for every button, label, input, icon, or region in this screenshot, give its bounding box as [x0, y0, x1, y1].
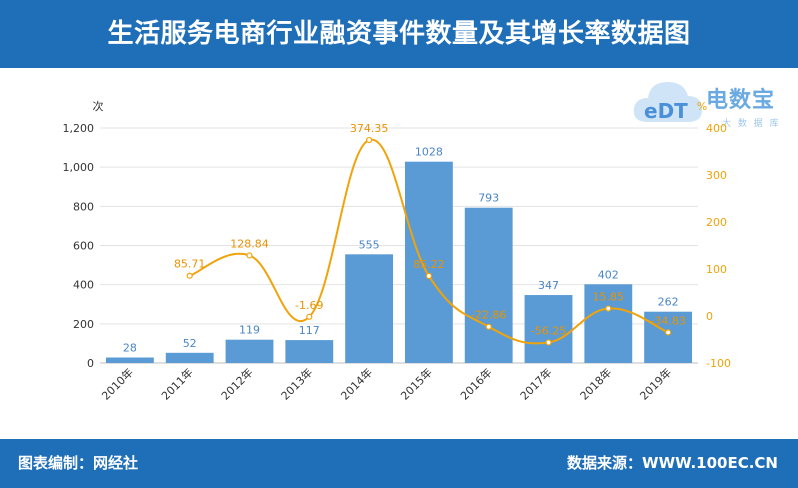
left-axis-tick-label: 800: [73, 200, 94, 213]
x-tick-label: 2019年: [637, 365, 674, 402]
bar: [404, 161, 453, 363]
right-axis-unit: %: [697, 100, 707, 113]
line-value-label: -56.25: [531, 324, 566, 337]
logo-mark: eDT: [644, 99, 688, 123]
left-axis-unit: 次: [93, 99, 104, 113]
logo-subtitle: 大 数 据 库: [722, 119, 781, 129]
line-point: [366, 136, 373, 144]
bar: [345, 254, 394, 363]
right-axis-tick-label: -100: [706, 357, 731, 370]
x-tick-label: 2012年: [218, 365, 255, 402]
bar: [644, 311, 693, 363]
right-axis-tick-label: 200: [706, 216, 727, 229]
left-axis-tick-label: 1,200: [63, 122, 95, 135]
bar: [524, 295, 573, 363]
line-point: [186, 272, 193, 279]
x-tick-label: 2010年: [99, 365, 136, 402]
line-value-label: 374.35: [350, 122, 389, 135]
title-bar: 生活服务电商行业融资事件数量及其增长率数据图: [0, 0, 798, 68]
bar-value-label: 347: [538, 279, 559, 292]
bar: [285, 340, 334, 363]
line-point: [485, 323, 492, 330]
bar-value-label: 793: [478, 192, 499, 205]
bar: [225, 339, 274, 363]
left-axis-tick-label: 600: [73, 240, 94, 253]
x-tick-label: 2014年: [338, 365, 375, 402]
line-value-label: 15.85: [593, 291, 625, 304]
bar-value-label: 28: [123, 342, 137, 355]
x-tick-label: 2017年: [517, 365, 554, 402]
line-value-label: 128.84: [230, 237, 269, 250]
chart-title: 生活服务电商行业融资事件数量及其增长率数据图: [107, 19, 691, 49]
bar-value-label: 555: [359, 238, 380, 251]
line-point: [246, 252, 253, 259]
line-point: [306, 313, 313, 320]
line-value-label: -22.86: [471, 309, 506, 322]
x-tick-label: 2016年: [457, 365, 494, 402]
right-axis-tick-label: 100: [706, 263, 727, 276]
bar-value-label: 402: [598, 268, 619, 281]
left-axis-tick-label: 0: [87, 357, 94, 370]
x-tick-label: 2011年: [158, 365, 195, 402]
left-axis-tick-label: 200: [73, 318, 94, 331]
right-axis-tick-label: 400: [706, 122, 727, 135]
chart-credit: 图表编制：网经社: [18, 454, 139, 472]
line-point: [664, 329, 672, 336]
growth-rate-line: [189, 138, 669, 345]
left-axis-tick-label: 1,000: [63, 161, 95, 174]
x-tick-label: 2013年: [278, 365, 315, 402]
line-value-label: -1.69: [295, 299, 323, 312]
x-tick-label: 2015年: [398, 365, 435, 402]
bar-line-chart: 0 200 400 600 800 1,000 1,200 -100 0 100 200 300 400…: [63, 99, 731, 403]
logo-cloud-icon: eDT: [633, 82, 702, 123]
bar-value-label: 52: [183, 337, 197, 350]
x-tick-label: 2018年: [577, 365, 614, 402]
right-axis-tick-label: 300: [706, 169, 727, 182]
line-value-label: 85.22: [413, 258, 445, 271]
logo-name: 电数宝: [706, 88, 776, 113]
line-value-label: -34.83: [650, 314, 685, 327]
left-axis-tick-label: 400: [73, 279, 94, 292]
right-axis-tick-label: 0: [706, 310, 713, 323]
footer-bar: 图表编制：网经社 数据来源：WWW.100EC.CN: [0, 439, 798, 488]
bar-value-label: 119: [239, 324, 260, 337]
bar: [464, 207, 513, 363]
line-point: [605, 305, 612, 312]
line-point: [425, 272, 432, 280]
line-point: [545, 339, 552, 346]
bar: [165, 352, 214, 363]
bar-value-label: 262: [658, 296, 679, 309]
bar: [105, 357, 154, 363]
data-source: 数据来源：WWW.100EC.CN: [567, 454, 778, 472]
bar-value-label: 117: [299, 324, 320, 337]
bar-value-label: 1028: [415, 146, 443, 159]
line-value-label: 85.71: [174, 258, 206, 271]
bar: [584, 284, 633, 363]
